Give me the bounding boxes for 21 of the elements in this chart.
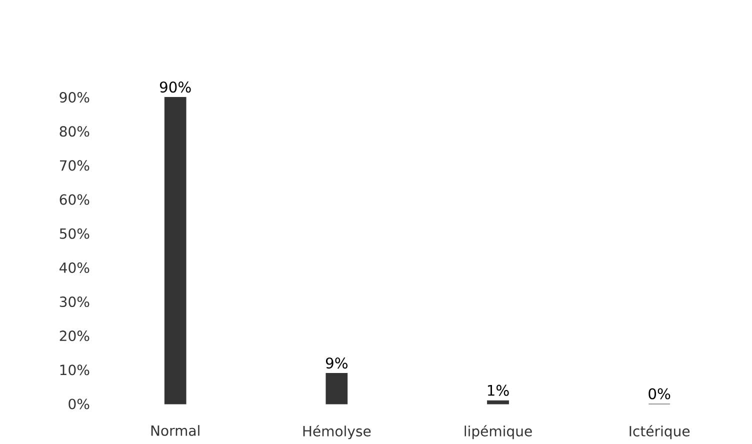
- bar: [164, 97, 186, 404]
- y-tick-label: 30%: [60, 296, 90, 308]
- bar: [326, 373, 348, 404]
- y-tick-label: 90%: [60, 92, 90, 103]
- y-tick-label: 40%: [60, 262, 90, 274]
- data-label: 9%: [326, 358, 348, 369]
- y-tick-label: 70%: [60, 160, 90, 171]
- data-label: 0%: [648, 388, 670, 400]
- data-label: 1%: [488, 384, 509, 396]
- x-tick-label: Ictérique: [630, 425, 690, 440]
- bar: [487, 400, 509, 404]
- y-tick-label: 20%: [60, 330, 90, 342]
- x-tick-label: Hémolyse: [303, 425, 371, 440]
- y-tick-label: 50%: [60, 228, 90, 240]
- y-tick-label: 60%: [60, 194, 90, 206]
- y-tick-label: 0%: [68, 398, 90, 410]
- x-tick-label: Normal: [151, 425, 200, 436]
- y-tick-label: 10%: [60, 364, 90, 376]
- data-label: 90%: [160, 82, 191, 93]
- x-tick-label: lipémique: [464, 425, 532, 440]
- y-tick-label: 80%: [60, 126, 90, 137]
